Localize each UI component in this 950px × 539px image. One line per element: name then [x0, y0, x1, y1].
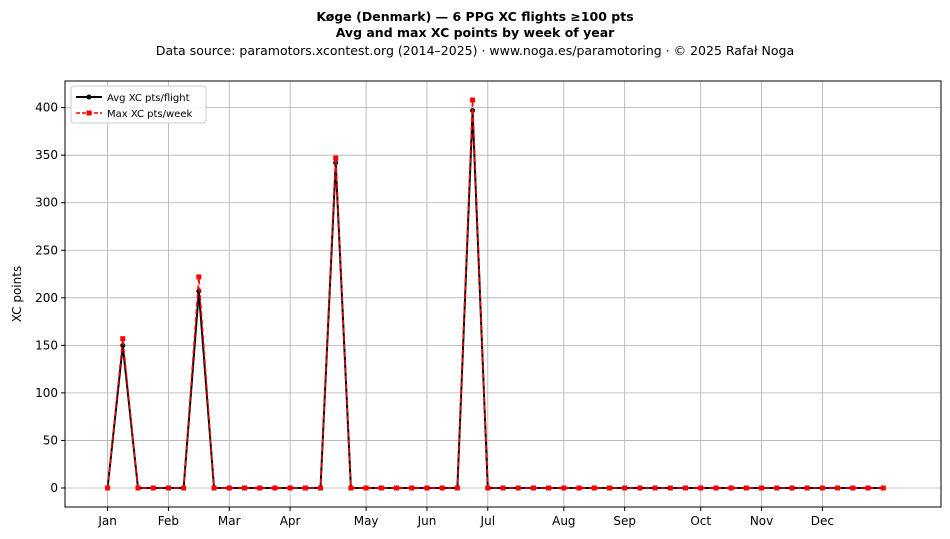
x-tick-label-jun: Jun — [417, 514, 437, 528]
chart-title-line2: Avg and max XC points by week of year — [336, 25, 615, 40]
point-max — [835, 485, 841, 491]
point-max — [850, 485, 856, 491]
point-max — [591, 485, 597, 491]
chart-title-line1: Køge (Denmark) — 6 PPG XC flights ≥100 p… — [316, 9, 633, 24]
series-line-avg — [106, 109, 884, 489]
y-tick-label: 150 — [35, 338, 58, 352]
point-max — [424, 485, 430, 491]
grid — [65, 81, 941, 507]
point-max — [105, 485, 111, 491]
point-max — [135, 485, 141, 491]
x-tick-label-jan: Jan — [97, 514, 117, 528]
point-max — [698, 485, 704, 491]
y-tick-label: 100 — [35, 386, 58, 400]
point-max — [606, 485, 612, 491]
point-max — [637, 485, 643, 491]
point-max — [378, 485, 384, 491]
y-tick-label: 50 — [43, 433, 58, 447]
chart-titles: Køge (Denmark) — 6 PPG XC flights ≥100 p… — [156, 9, 794, 58]
point-max — [683, 485, 688, 491]
point-max — [272, 485, 278, 491]
point-max — [241, 485, 247, 491]
x-tick-label-sep: Sep — [613, 514, 636, 528]
y-tick-label: 200 — [35, 291, 58, 305]
point-max — [394, 485, 400, 491]
point-max — [500, 485, 506, 491]
x-tick-label-aug: Aug — [552, 514, 575, 528]
point-max — [348, 485, 354, 491]
x-tick-label-dec: Dec — [811, 514, 834, 528]
legend-label-avg: Avg XC pts/flight — [107, 93, 190, 104]
x-tick-label-mar: Mar — [218, 514, 241, 528]
point-max — [454, 485, 460, 491]
x-tick-label-apr: Apr — [280, 514, 301, 528]
x-tick-label-may: May — [354, 514, 379, 528]
point-max — [546, 485, 552, 491]
point-max — [165, 485, 171, 491]
y-axis: 0 50 100 150 200 250 300 350 400 — [35, 101, 65, 495]
legend-marker-avg — [86, 94, 92, 100]
legend-label-max: Max XC pts/week — [107, 109, 192, 120]
point-max — [576, 485, 582, 491]
point-max — [470, 97, 476, 103]
point-max — [333, 155, 339, 161]
point-max — [759, 485, 765, 491]
point-max — [287, 485, 293, 491]
point-max — [728, 485, 734, 491]
y-tick-label: 0 — [50, 481, 58, 495]
chart-subtitle: Data source: paramotors.xcontest.org (20… — [156, 43, 794, 58]
point-max — [211, 485, 217, 491]
point-max — [713, 485, 719, 491]
x-axis: Jan Feb Mar Apr May Jun Jul Aug Sep Oct Nov Dec — [97, 507, 834, 528]
legend-marker-max — [86, 110, 92, 116]
point-max — [515, 485, 521, 491]
point-max — [120, 336, 126, 342]
point-max — [804, 485, 810, 491]
y-axis-label: XC points — [10, 266, 24, 322]
point-max — [622, 485, 628, 491]
point-max — [774, 485, 780, 491]
point-max — [561, 485, 567, 491]
point-max — [439, 485, 445, 491]
point-max — [880, 485, 886, 491]
y-tick-label: 400 — [35, 101, 58, 115]
legend: Avg XC pts/flight Max XC pts/week — [70, 85, 207, 124]
x-tick-label-nov: Nov — [750, 514, 773, 528]
series-layer — [105, 97, 886, 491]
x-tick-label-oct: Oct — [690, 514, 711, 528]
point-max — [363, 485, 369, 491]
point-max — [226, 485, 232, 491]
x-tick-label-feb: Feb — [158, 514, 179, 528]
point-max — [318, 485, 323, 491]
point-max — [409, 485, 415, 491]
point-max — [667, 485, 673, 491]
y-tick-label: 300 — [35, 196, 58, 210]
point-max — [743, 485, 749, 491]
legend-box — [70, 85, 207, 124]
point-max — [652, 485, 658, 491]
series-line-max — [106, 99, 884, 489]
plot-frame — [64, 80, 942, 508]
y-tick-label: 350 — [35, 148, 58, 162]
point-max — [181, 485, 187, 491]
point-max — [819, 485, 825, 491]
point-max — [150, 485, 156, 491]
point-max — [530, 485, 536, 491]
x-tick-label-jul: Jul — [480, 514, 495, 528]
point-max — [485, 485, 491, 491]
point-max — [865, 485, 871, 491]
y-tick-label: 250 — [35, 243, 58, 257]
point-max — [789, 485, 795, 491]
point-max — [196, 274, 202, 280]
point-max — [257, 485, 263, 491]
point-max — [302, 485, 308, 491]
